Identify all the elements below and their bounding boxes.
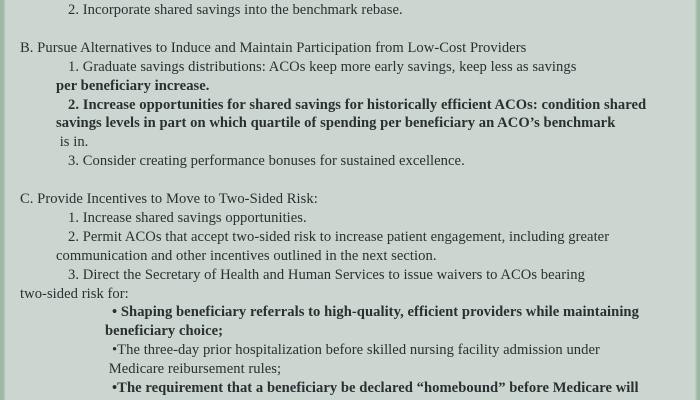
- text-line: savings levels in part on which quartile…: [56, 115, 616, 132]
- text-line: 2. Increase opportunities for shared sav…: [68, 96, 647, 113]
- text-line: •The three-day prior hospitalization bef…: [112, 342, 600, 359]
- text-line: two-sided risk for:: [20, 285, 129, 302]
- text-line: Medicare reibursement rules;: [105, 361, 282, 378]
- text-line: B. Pursue Alternatives to Induce and Mai…: [20, 39, 527, 56]
- text-line: C. Provide Incentives to Move to Two-Sid…: [20, 191, 318, 208]
- text-line: per beneficiary increase.: [56, 77, 210, 94]
- text-line: 2. Incorporate shared savings into the b…: [68, 2, 403, 18]
- text-line: 2. Permit ACOs that accept two-sided ris…: [68, 228, 610, 245]
- text-line: 1. Increase shared savings opportunities…: [68, 209, 307, 226]
- text-line: 1. Graduate savings distributions: ACOs …: [68, 58, 577, 75]
- text-line: is in.: [56, 134, 89, 151]
- text-line: •The requirement that a beneficiary be d…: [112, 380, 639, 397]
- text-line: 3. Consider creating performance bonuses…: [68, 153, 465, 170]
- text-line: communication and other incentives outli…: [56, 247, 437, 264]
- text-line: 3. Direct the Secretary of Health and Hu…: [68, 266, 585, 283]
- text-line-spacer: [0, 20, 700, 39]
- text-line: beneficiary choice;: [105, 323, 224, 340]
- text-line-spacer: [0, 171, 700, 190]
- text-line: • Shaping beneficiary referrals to high-…: [112, 304, 639, 321]
